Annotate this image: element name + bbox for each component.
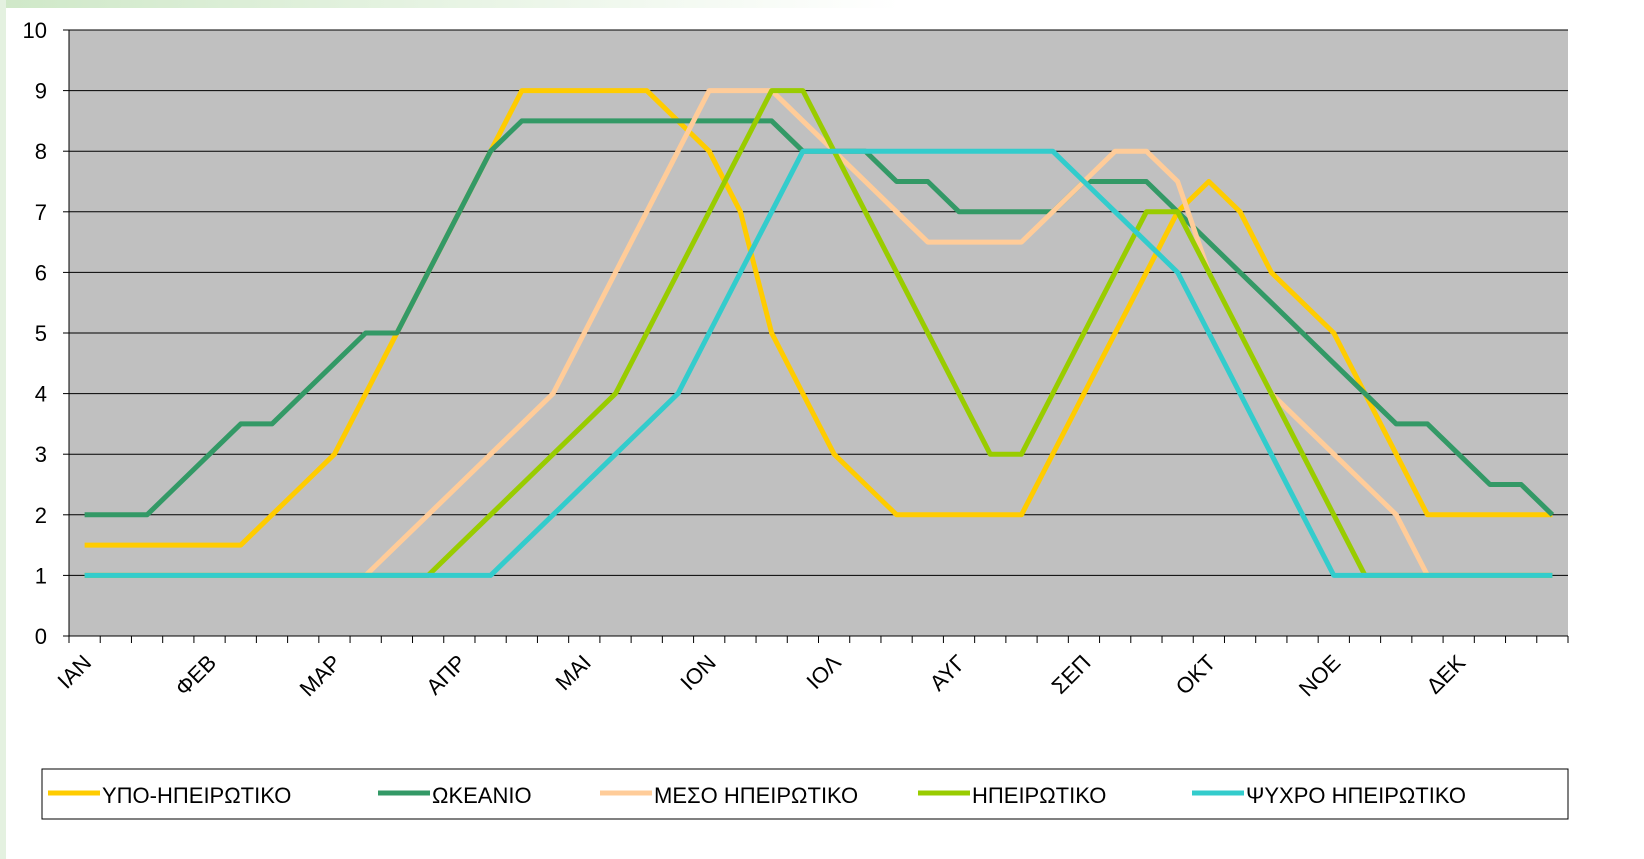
legend-label: ΜΕΣΟ ΗΠΕΙΡΩΤΙΚΟ: [654, 783, 858, 808]
y-tick-label: 4: [35, 382, 47, 407]
x-tick-label: ΑΠΡ: [421, 650, 471, 700]
x-tick-label: ΙΟΛ: [801, 650, 845, 694]
top-strip: [0, 0, 900, 8]
legend-label: ΨΥΧΡΟ ΗΠΕΙΡΩΤΙΚΟ: [1246, 783, 1466, 808]
y-tick-label: 5: [35, 321, 47, 346]
y-tick-label: 3: [35, 442, 47, 467]
legend-label: ΥΠΟ-ΗΠΕΙΡΩΤΙΚΟ: [102, 783, 291, 808]
x-tick-label: ΔΕΚ: [1421, 650, 1470, 699]
x-tick-label: ΜΑΡ: [295, 650, 346, 701]
y-tick-label: 0: [35, 624, 47, 649]
legend-box: [41, 768, 1569, 820]
series-line: [84, 148, 1553, 578]
x-tick-label: ΝΟΕ: [1294, 650, 1345, 701]
series-line: [84, 88, 1553, 548]
x-tick-label: ΟΚΤ: [1171, 650, 1221, 700]
x-tick-label: ΦΕΒ: [170, 650, 221, 701]
y-tick-label: 9: [35, 79, 47, 104]
x-tick-label: ΙΑΝ: [53, 650, 97, 694]
x-tick-label: ΙΟΝ: [675, 650, 720, 695]
x-tick-label: ΣΕΠ: [1047, 650, 1096, 699]
left-strip: [0, 0, 6, 859]
x-tick-label: ΜΑΙ: [550, 650, 595, 695]
y-tick-label: 1: [35, 563, 47, 588]
y-tick-label: 10: [23, 18, 47, 43]
y-tick-label: 2: [35, 503, 47, 528]
y-tick-label: 6: [35, 260, 47, 285]
legend-label: ΩΚΕΑΝΙΟ: [432, 783, 532, 808]
y-tick-label: 8: [35, 139, 47, 164]
y-tick-label: 7: [35, 200, 47, 225]
x-tick-label: ΑΥΓ: [925, 650, 971, 696]
legend-label: ΗΠΕΙΡΩΤΙΚΟ: [972, 783, 1106, 808]
